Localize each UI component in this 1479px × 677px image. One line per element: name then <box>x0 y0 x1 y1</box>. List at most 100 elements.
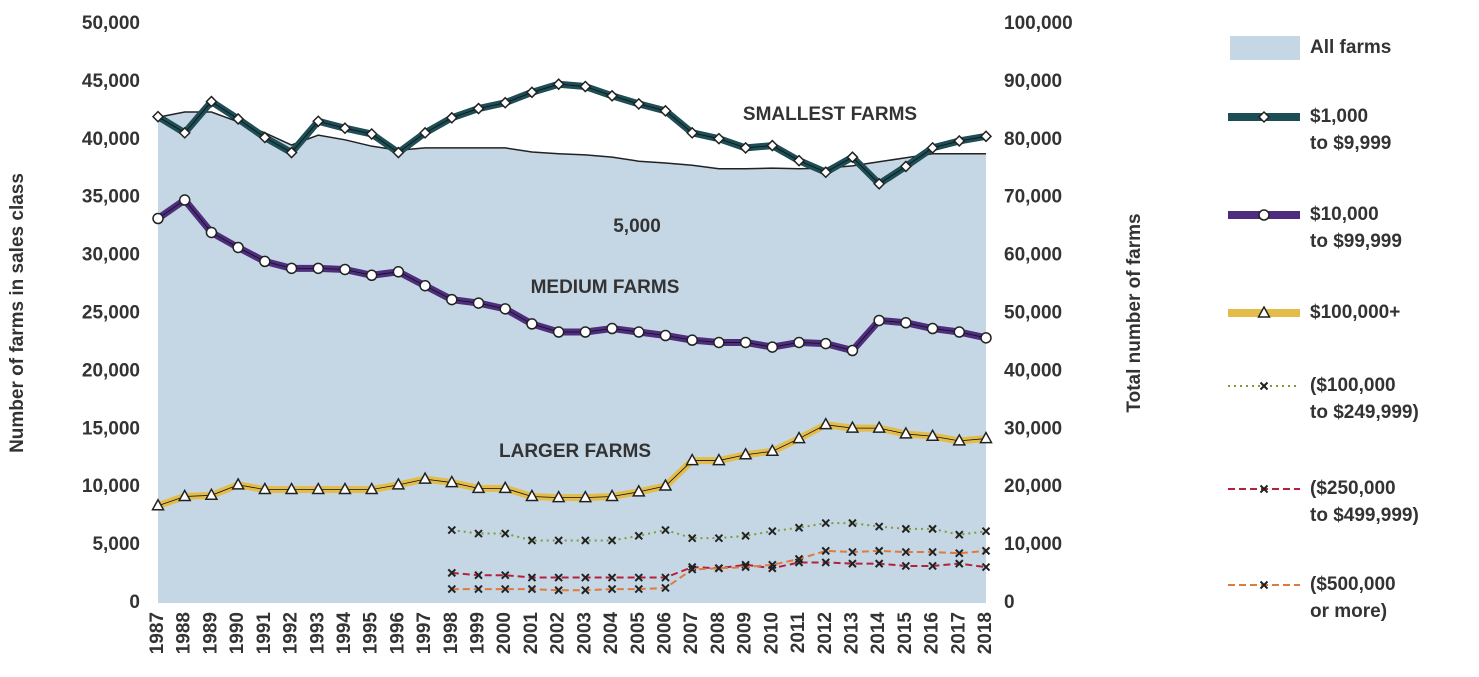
point <box>285 262 298 275</box>
point <box>661 583 670 593</box>
point <box>554 573 563 582</box>
y-tick-label: 10,000 <box>82 476 140 497</box>
point <box>474 529 483 538</box>
point <box>311 481 326 495</box>
point <box>685 453 699 466</box>
point <box>766 341 779 353</box>
point <box>658 478 673 491</box>
point <box>581 573 590 582</box>
point <box>364 481 379 495</box>
point <box>821 518 830 528</box>
point <box>712 453 726 466</box>
point <box>445 111 458 124</box>
x-tick-label: 1999 <box>468 612 489 654</box>
point <box>499 303 511 315</box>
point <box>874 522 884 531</box>
point <box>980 332 992 344</box>
point <box>527 573 537 582</box>
point <box>312 115 325 128</box>
point <box>258 481 272 495</box>
point <box>419 126 432 139</box>
x-tick-label: 1987 <box>147 612 168 654</box>
y2-tick-label: 100,000 <box>1004 13 1073 34</box>
plot-area <box>157 111 986 604</box>
x-tick-label: 2012 <box>815 612 836 654</box>
y-tick-label: 45,000 <box>82 71 140 92</box>
point <box>821 546 830 556</box>
point <box>418 471 432 484</box>
point <box>472 102 485 115</box>
point <box>474 584 483 594</box>
point <box>499 96 512 109</box>
legend-marker <box>1258 209 1270 221</box>
point <box>607 536 617 545</box>
y2-tick-label: 0 <box>1004 592 1015 613</box>
point <box>419 279 431 292</box>
point <box>899 160 912 173</box>
point <box>552 326 565 338</box>
point <box>900 317 912 329</box>
point <box>446 293 458 306</box>
point <box>739 336 752 349</box>
point <box>606 322 618 335</box>
point <box>928 547 937 557</box>
point <box>579 326 592 338</box>
point <box>472 297 485 309</box>
point <box>953 326 966 338</box>
y-tick-label: 50,000 <box>82 13 140 34</box>
x-tick-label: 1994 <box>334 612 355 655</box>
point <box>766 139 779 152</box>
point <box>768 526 777 536</box>
legend-marker <box>1259 484 1269 494</box>
y2-tick-label: 20,000 <box>1004 476 1062 497</box>
x-tick-label: 1993 <box>307 612 328 654</box>
x-tick-label: 2009 <box>735 612 756 654</box>
point <box>979 431 993 444</box>
point <box>846 151 859 164</box>
legend-marker <box>1259 381 1269 391</box>
annotation: SMALLEST FARMS <box>743 104 917 125</box>
point <box>955 548 964 558</box>
point <box>365 127 378 141</box>
point <box>205 226 218 239</box>
point <box>901 524 911 534</box>
point <box>151 110 165 123</box>
point <box>659 329 672 342</box>
point <box>632 484 646 497</box>
point <box>714 564 724 573</box>
x-tick-label: 2006 <box>654 612 675 654</box>
line <box>451 549 987 592</box>
legend-label: All farms <box>1310 37 1391 58</box>
y2-tick-label: 40,000 <box>1004 360 1062 381</box>
point <box>741 562 750 572</box>
legend-label: ($250,000 to $499,999) <box>1310 478 1419 526</box>
point <box>768 560 777 569</box>
point <box>979 130 993 143</box>
point <box>953 134 966 148</box>
point <box>552 78 565 91</box>
point <box>527 584 537 594</box>
point <box>901 561 911 571</box>
point <box>526 318 538 330</box>
point <box>338 122 352 135</box>
point <box>606 89 619 102</box>
point <box>872 420 886 433</box>
legend-swatch <box>1230 36 1300 60</box>
point <box>232 241 244 254</box>
point <box>659 104 672 117</box>
point <box>661 525 670 535</box>
point <box>713 336 725 349</box>
x-tick-label: 1995 <box>361 612 382 655</box>
point <box>581 586 590 595</box>
point <box>338 481 352 495</box>
point <box>447 568 457 578</box>
y2-tick-label: 70,000 <box>1004 187 1062 208</box>
point <box>821 558 830 567</box>
y2-tick-label: 30,000 <box>1004 418 1062 439</box>
point <box>178 194 191 206</box>
point <box>231 477 245 490</box>
area <box>158 112 986 604</box>
point <box>955 559 964 568</box>
point <box>633 326 645 338</box>
